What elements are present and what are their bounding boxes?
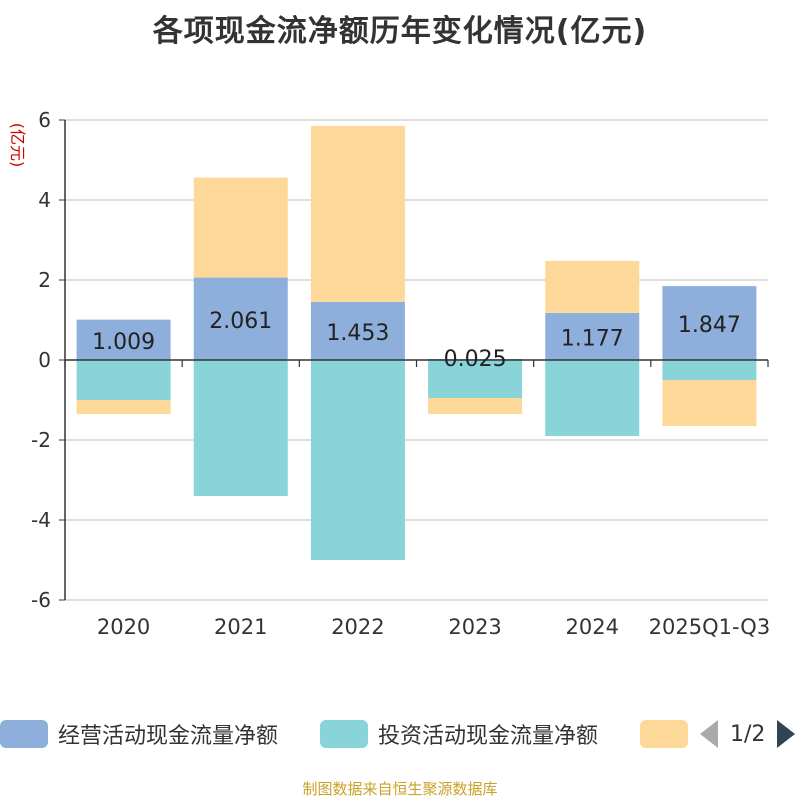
- data-label: 1.009: [92, 330, 155, 355]
- bar-segment[interactable]: [428, 398, 523, 414]
- data-label: 1.177: [561, 326, 624, 351]
- y-axis-label: (亿元): [8, 123, 27, 168]
- x-tick-label: 2022: [331, 615, 384, 639]
- legend-swatch-operating: [0, 720, 48, 748]
- chart-title: 各项现金流净额历年变化情况(亿元): [152, 14, 648, 49]
- legend-label-operating: 经营活动现金流量净额: [58, 724, 279, 749]
- y-tick-label: 4: [38, 188, 51, 212]
- legend-prev-icon[interactable]: [700, 720, 718, 748]
- bar-segment[interactable]: [76, 319, 171, 360]
- y-tick-label: 6: [38, 108, 51, 132]
- x-tick-label: 2023: [448, 615, 501, 639]
- bar-segment[interactable]: [662, 360, 757, 380]
- x-tick-label: 2021: [214, 615, 267, 639]
- legend-next-icon[interactable]: [777, 720, 796, 748]
- bar-segment[interactable]: [545, 260, 640, 313]
- bar-segment[interactable]: [310, 125, 405, 302]
- bar-segment[interactable]: [662, 286, 757, 360]
- x-tick-label: 2020: [97, 615, 150, 639]
- bar-segment[interactable]: [545, 360, 640, 436]
- bar-segment[interactable]: [76, 360, 171, 400]
- bar-group: [76, 125, 757, 560]
- x-tick-label: 2024: [566, 615, 619, 639]
- data-labels: 1.009 2.061 1.453 0.025 1.177 1.847: [92, 309, 741, 372]
- legend-label-investing: 投资活动现金流量净额: [378, 724, 599, 749]
- legend-swatch-investing: [320, 720, 368, 748]
- bar-segment[interactable]: [662, 380, 757, 426]
- bar-segment[interactable]: [193, 277, 288, 360]
- y-tick-label: 2: [38, 268, 51, 292]
- data-source-note: 制图数据来自恒生聚源数据库: [302, 780, 498, 798]
- bar-segment[interactable]: [310, 360, 405, 560]
- legend-item-operating[interactable]: 经营活动现金流量净额: [0, 714, 278, 754]
- bar-segment[interactable]: [310, 301, 405, 360]
- data-label: 2.061: [209, 309, 272, 334]
- legend-page-indicator: 1/2: [730, 721, 766, 747]
- y-tick-label: -6: [31, 588, 51, 612]
- bar-segment[interactable]: [193, 360, 288, 496]
- bar-segment[interactable]: [428, 360, 523, 398]
- data-label: 1.847: [678, 313, 741, 338]
- y-tick-label: -4: [31, 508, 51, 532]
- legend-swatch-financing: [640, 720, 688, 748]
- data-label: 0.025: [444, 347, 507, 372]
- axes: 6 4 2 0 -2 -4 -6 2020 2021 2022 2023 2024 2025Q1-Q3: [31, 108, 770, 639]
- x-tick-label: 2025Q1-Q3: [649, 615, 771, 639]
- legend: 经营活动现金流量净额 投资活动现金流量净额 1/2: [0, 714, 800, 754]
- legend-item-investing[interactable]: 投资活动现金流量净额: [320, 714, 598, 754]
- data-label: 1.453: [326, 321, 389, 346]
- bar-segment[interactable]: [193, 177, 288, 278]
- legend-item-financing[interactable]: [640, 714, 688, 754]
- grid-lines: [65, 119, 768, 601]
- bar-segment[interactable]: [76, 400, 171, 414]
- bar-segment[interactable]: [545, 312, 640, 360]
- y-tick-label: 0: [38, 348, 51, 372]
- y-tick-label: -2: [31, 428, 51, 452]
- legend-pager: 1/2: [700, 714, 796, 754]
